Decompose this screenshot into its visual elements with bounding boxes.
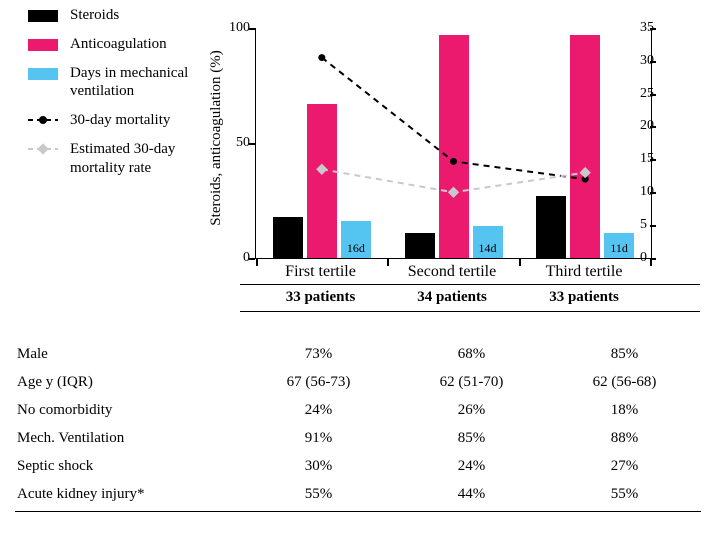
row-label: Acute kidney injury* — [15, 486, 242, 503]
x-category: Third tertile — [518, 263, 650, 281]
cell: 85% — [395, 430, 548, 447]
x-sub: 33 patients — [255, 289, 386, 306]
legend-item-anticoag: Anticoagulation — [28, 35, 208, 54]
table-row: No comorbidity 24% 26% 18% — [15, 396, 701, 424]
table-row: Male 73% 68% 85% — [15, 340, 701, 368]
row-label: Septic shock — [15, 458, 242, 475]
swatch-icon — [28, 10, 58, 22]
table-row: Acute kidney injury* 55% 44% 55% — [15, 480, 701, 508]
ytick-left: 100 — [220, 20, 250, 36]
cell: 26% — [395, 402, 548, 419]
legend-label: Days in mechanical ventilation — [70, 64, 208, 102]
cell: 88% — [548, 430, 701, 447]
marker-circle-icon — [318, 54, 325, 61]
legend-item-est-mortality: Estimated 30-day mortality rate — [28, 140, 208, 178]
marker-diamond-icon — [316, 164, 327, 175]
legend-label: 30-day mortality — [70, 111, 208, 130]
cell: 68% — [395, 346, 548, 363]
table-row: Age y (IQR) 67 (56-73) 62 (51-70) 62 (56… — [15, 368, 701, 396]
cell: 73% — [242, 346, 395, 363]
cell: 62 (56-68) — [548, 374, 701, 391]
row-label: Mech. Ventilation — [15, 430, 242, 447]
row-label: No comorbidity — [15, 402, 242, 419]
cell: 27% — [548, 458, 701, 475]
marker-diamond-icon — [448, 187, 459, 198]
x-category: Second tertile — [386, 263, 518, 281]
x-category: First tertile — [255, 263, 386, 281]
cell: 62 (51-70) — [395, 374, 548, 391]
cell: 44% — [395, 486, 548, 503]
row-label: Male — [15, 346, 242, 363]
legend-item-mortality: 30-day mortality — [28, 111, 208, 130]
table-row: Mech. Ventilation 91% 85% 88% — [15, 424, 701, 452]
swatch-icon — [28, 39, 58, 51]
dashed-line-diamond-icon — [28, 140, 58, 158]
data-table: Male 73% 68% 85% Age y (IQR) 67 (56-73) … — [15, 340, 701, 508]
legend-item-steroids: Steroids — [28, 6, 208, 25]
row-label: Age y (IQR) — [15, 374, 242, 391]
cell: 30% — [242, 458, 395, 475]
dashed-line-circle-icon — [28, 111, 58, 129]
rule — [240, 311, 700, 312]
legend-item-days-mv: Days in mechanical ventilation — [28, 64, 208, 102]
swatch-icon — [28, 68, 58, 80]
cell: 91% — [242, 430, 395, 447]
x-sub: 33 patients — [518, 289, 650, 306]
cell: 55% — [242, 486, 395, 503]
cell: 18% — [548, 402, 701, 419]
marker-circle-icon — [450, 158, 457, 165]
rule — [240, 284, 700, 285]
ytick-left: 0 — [220, 250, 250, 266]
cell: 24% — [242, 402, 395, 419]
combo-chart: Steroids, anticoagulation (%) Mortality … — [200, 18, 690, 308]
ytick-left: 50 — [220, 135, 250, 151]
cell: 67 (56-73) — [242, 374, 395, 391]
marker-diamond-icon — [580, 167, 591, 178]
cell: 24% — [395, 458, 548, 475]
legend: Steroids Anticoagulation Days in mechani… — [28, 6, 208, 187]
legend-label: Steroids — [70, 6, 208, 25]
table-row: Septic shock 30% 24% 27% — [15, 452, 701, 480]
rule — [15, 511, 701, 512]
cell: 55% — [548, 486, 701, 503]
x-sub: 34 patients — [386, 289, 518, 306]
legend-label: Estimated 30-day mortality rate — [70, 140, 208, 178]
legend-label: Anticoagulation — [70, 35, 208, 54]
plot-area: 16d14d11d — [255, 28, 652, 259]
cell: 85% — [548, 346, 701, 363]
